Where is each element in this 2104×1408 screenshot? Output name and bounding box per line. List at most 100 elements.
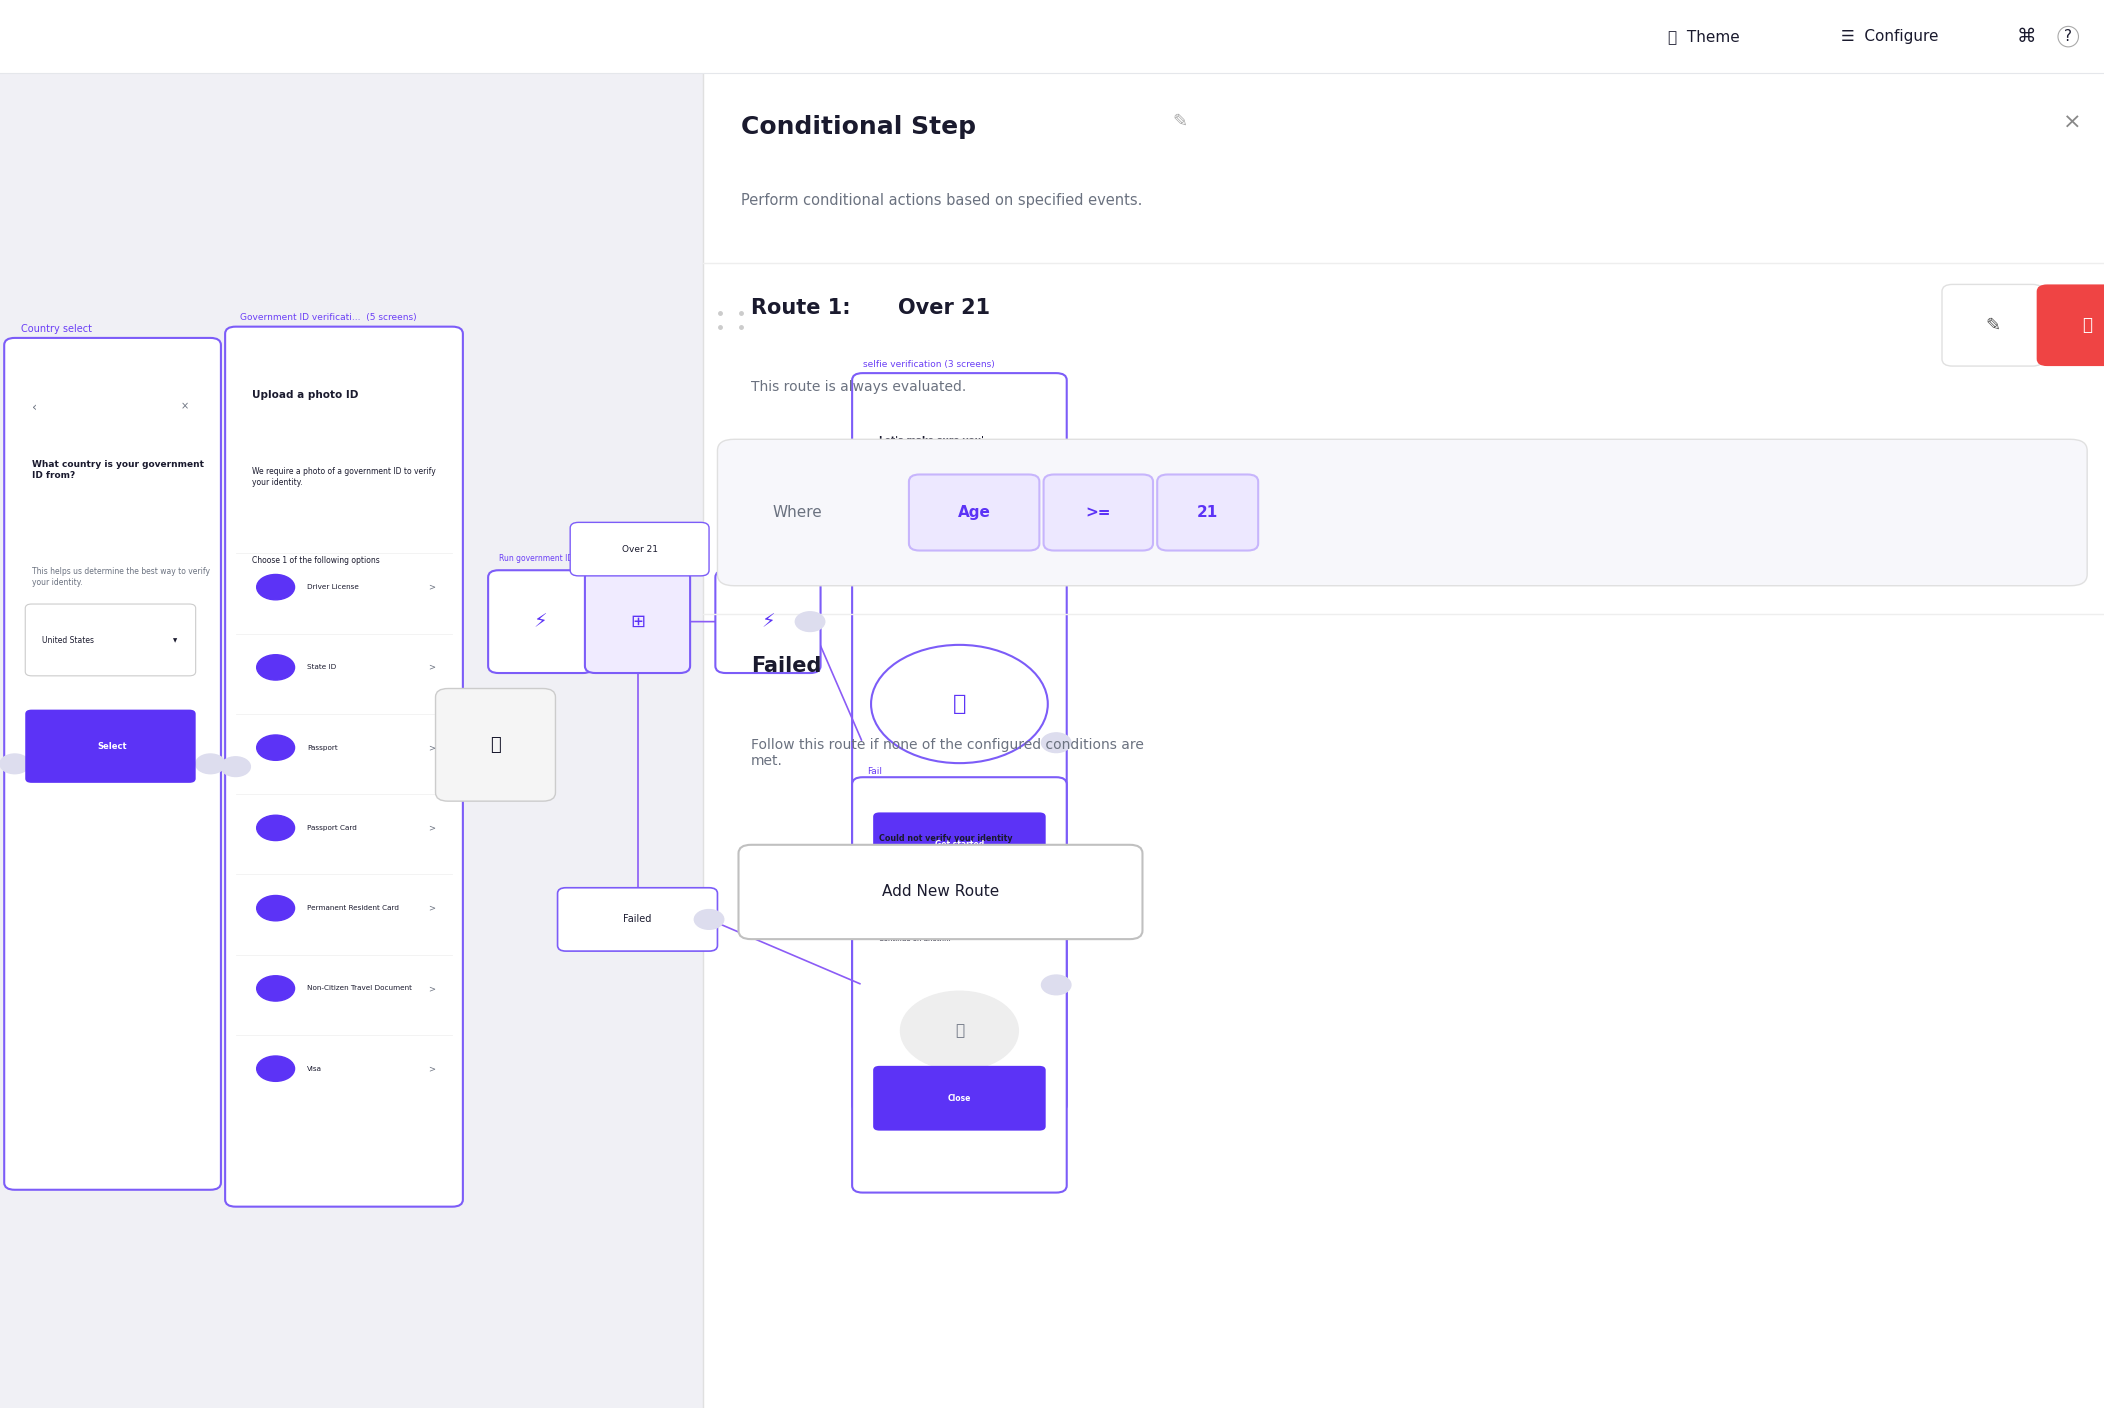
Text: ⌘: ⌘	[2016, 27, 2037, 46]
Circle shape	[694, 910, 724, 929]
Text: Continue on anoth...: Continue on anoth...	[879, 936, 951, 942]
Text: Choose 1 of the following options: Choose 1 of the following options	[252, 556, 381, 565]
FancyBboxPatch shape	[25, 604, 196, 676]
Text: >: >	[429, 583, 436, 591]
Text: Add New Route: Add New Route	[882, 884, 999, 900]
Text: ⚡: ⚡	[534, 612, 547, 631]
Text: Position yourself in the cente
and then move your face left
both sides.: Position yourself in the cente and then …	[879, 507, 980, 527]
Circle shape	[1041, 974, 1071, 994]
FancyBboxPatch shape	[488, 570, 593, 673]
Text: Where: Where	[772, 505, 823, 520]
FancyBboxPatch shape	[1157, 474, 1258, 551]
Text: >: >	[429, 824, 436, 832]
Text: selfie verification (3 screens): selfie verification (3 screens)	[863, 360, 995, 369]
FancyBboxPatch shape	[909, 474, 1039, 551]
Text: Route 1:: Route 1:	[751, 298, 850, 318]
FancyBboxPatch shape	[1942, 284, 2043, 366]
Circle shape	[257, 574, 295, 600]
FancyBboxPatch shape	[25, 710, 196, 783]
FancyBboxPatch shape	[873, 1066, 1046, 1131]
Text: Let's make sure you'...: Let's make sure you'...	[879, 436, 995, 445]
FancyBboxPatch shape	[4, 338, 221, 1190]
Text: Fail: Fail	[867, 767, 882, 776]
Text: 🗑: 🗑	[490, 736, 501, 753]
Text: Failed: Failed	[751, 656, 821, 676]
FancyBboxPatch shape	[585, 570, 690, 673]
Text: ‹: ‹	[32, 401, 36, 414]
Text: ✎: ✎	[1172, 113, 1187, 131]
Text: >: >	[429, 1064, 436, 1073]
Text: ☰  Configure: ☰ Configure	[1841, 30, 1938, 44]
Text: What country is your government
ID from?: What country is your government ID from?	[32, 460, 204, 480]
Text: Driver License: Driver License	[307, 584, 360, 590]
Text: State ID: State ID	[307, 665, 337, 670]
FancyBboxPatch shape	[852, 777, 1067, 1193]
FancyBboxPatch shape	[0, 73, 703, 1408]
FancyBboxPatch shape	[570, 522, 709, 576]
Text: Select: Select	[97, 742, 128, 750]
Text: Government ID verificati...  (5 screens): Government ID verificati... (5 screens)	[240, 314, 417, 322]
Text: Permanent Resident Card: Permanent Resident Card	[307, 905, 400, 911]
Circle shape	[196, 753, 225, 773]
Text: United States: United States	[42, 636, 95, 645]
Text: Close: Close	[947, 1094, 972, 1102]
Text: Over 21: Over 21	[898, 298, 991, 318]
FancyBboxPatch shape	[0, 0, 2104, 73]
Text: >: >	[429, 743, 436, 752]
Circle shape	[438, 758, 467, 776]
Circle shape	[901, 991, 1018, 1070]
Circle shape	[257, 655, 295, 680]
Text: Update Account Fields...: Update Account Fields...	[726, 555, 818, 563]
Text: >: >	[429, 663, 436, 672]
Text: Could not verify your identity: Could not verify your identity	[879, 834, 1014, 842]
FancyBboxPatch shape	[1044, 474, 1153, 551]
FancyBboxPatch shape	[558, 888, 717, 952]
Circle shape	[257, 1056, 295, 1081]
FancyBboxPatch shape	[852, 373, 1067, 1112]
Text: Over 21: Over 21	[621, 545, 659, 553]
FancyBboxPatch shape	[873, 812, 1046, 877]
Text: Upload a photo ID: Upload a photo ID	[252, 390, 360, 400]
Text: 👤: 👤	[953, 694, 966, 714]
Text: Visa: Visa	[307, 1066, 322, 1071]
Text: Non-Citizen Travel Document: Non-Citizen Travel Document	[307, 986, 412, 991]
FancyBboxPatch shape	[717, 439, 2087, 586]
Text: ?: ?	[2064, 30, 2072, 44]
Text: >: >	[429, 904, 436, 912]
Circle shape	[257, 735, 295, 760]
FancyBboxPatch shape	[225, 327, 463, 1207]
Text: We require a photo of a government ID to verify
your identity.: We require a photo of a government ID to…	[252, 467, 436, 487]
Circle shape	[1041, 732, 1071, 752]
Text: ▼: ▼	[173, 638, 177, 643]
Text: Run government ID verif...: Run government ID verif...	[499, 555, 600, 563]
Circle shape	[257, 976, 295, 1001]
Text: Country select: Country select	[21, 324, 93, 334]
FancyBboxPatch shape	[703, 73, 2104, 1408]
FancyBboxPatch shape	[715, 570, 821, 673]
Text: ×: ×	[181, 401, 189, 411]
Text: We were unable to verify your identity. Please
contact support.: We were unable to verify your identity. …	[879, 907, 1033, 919]
Circle shape	[257, 895, 295, 921]
FancyBboxPatch shape	[2037, 284, 2104, 366]
Text: This helps us determine the best way to verify
your identity.: This helps us determine the best way to …	[32, 567, 210, 587]
Circle shape	[0, 753, 29, 773]
Text: Age: Age	[957, 505, 991, 520]
Text: ✎: ✎	[1984, 317, 2001, 334]
Text: This route is always evaluated.: This route is always evaluated.	[751, 380, 966, 394]
Text: Failed: Failed	[623, 914, 652, 925]
Text: ⊞: ⊞	[629, 612, 646, 631]
Text: Passport: Passport	[307, 745, 339, 750]
Text: Get started: Get started	[934, 841, 985, 849]
Circle shape	[795, 611, 825, 631]
Text: 🎨  Theme: 🎨 Theme	[1668, 30, 1740, 44]
Circle shape	[221, 758, 250, 776]
FancyBboxPatch shape	[739, 845, 1142, 939]
Text: ⚡: ⚡	[762, 612, 774, 631]
Text: 🚫: 🚫	[955, 1024, 964, 1038]
Text: 21: 21	[1197, 505, 1218, 520]
Text: Conditional Step: Conditional Step	[741, 115, 976, 139]
Text: Follow this route if none of the configured conditions are
met.: Follow this route if none of the configu…	[751, 738, 1145, 767]
Circle shape	[257, 815, 295, 841]
FancyBboxPatch shape	[436, 689, 555, 801]
Text: >=: >=	[1086, 505, 1111, 520]
